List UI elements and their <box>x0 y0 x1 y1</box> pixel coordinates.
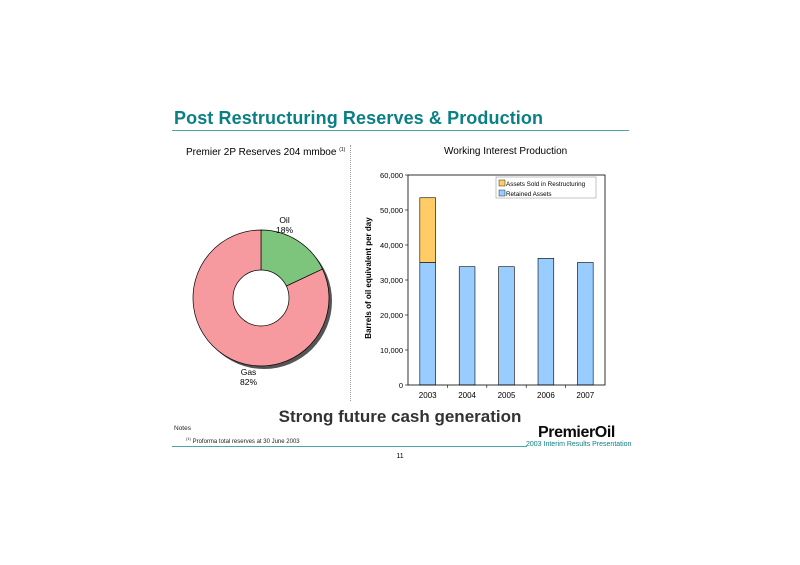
note-1: (1) Proforma total reserves at 30 June 2… <box>186 436 300 445</box>
y-tick-label: 50,000 <box>380 206 403 215</box>
premier-oil-logo: PremierOil <box>538 424 615 441</box>
y-tick-label: 20,000 <box>380 311 403 320</box>
pie-label-oil: Oil 18% <box>276 215 293 235</box>
pie-label-oil-name: Oil <box>279 215 290 225</box>
bar-2004-retained <box>458 266 476 386</box>
legend-swatch-retained <box>498 189 506 197</box>
x-tick-label: 2006 <box>537 391 555 400</box>
x-tick-label: 2004 <box>458 391 476 400</box>
plot-area <box>407 174 606 386</box>
x-tick-label: 2003 <box>419 391 437 400</box>
x-tick-label: 2005 <box>498 391 516 400</box>
bar-2006-retained <box>537 258 555 386</box>
footer-rule <box>172 446 527 447</box>
pie-label-gas-name: Gas <box>240 367 257 377</box>
note-1-marker: (1) <box>186 436 191 441</box>
y-axis-label: Barrels of oil equivalent per day <box>364 217 373 339</box>
bar-2003-sold <box>419 197 436 263</box>
note-1-text: Proforma total reserves at 30 June 2003 <box>192 439 300 445</box>
pie-label-gas: Gas 82% <box>240 367 257 387</box>
legend-box <box>495 176 597 199</box>
pie-label-oil-pct: 18% <box>276 225 294 235</box>
pie-label-gas-pct: 82% <box>240 377 258 387</box>
legend-label-sold: Assets Sold in Restructuring <box>506 181 586 188</box>
donut-chart <box>192 229 332 369</box>
slide-title: Post Restructuring Reserves & Production <box>174 108 544 128</box>
panel-divider <box>350 145 351 401</box>
chart-legend: Assets Sold in Restructuring Retained As… <box>495 176 597 199</box>
notes-heading: Notes <box>174 425 191 432</box>
title-rule <box>172 130 629 131</box>
pie-title-note: (1) <box>339 147 346 153</box>
bar-chart-title: Working Interest Production <box>444 146 568 157</box>
pie-title-text: Premier 2P Reserves 204 mmboe <box>186 147 337 158</box>
pie-title: Premier 2P Reserves 204 mmboe (1) <box>186 147 345 158</box>
page-number: 11 <box>396 453 404 460</box>
bar-2007-retained <box>577 262 594 386</box>
bar-chart: Barrels of oil equivalent per day 0 10,00… <box>364 171 606 400</box>
legend-swatch-sold <box>498 179 506 187</box>
y-tick-label: 10,000 <box>380 346 403 355</box>
bar-2005-retained <box>498 266 515 386</box>
y-tick-label: 60,000 <box>380 171 403 180</box>
bar-2003-retained <box>419 262 436 386</box>
donut-hole <box>232 269 290 327</box>
y-tick-label: 0 <box>399 381 403 390</box>
x-tick-label: 2007 <box>576 391 594 400</box>
y-tick-label: 40,000 <box>380 241 403 250</box>
slide-subtitle: Strong future cash generation <box>278 407 522 426</box>
legend-label-retained: Retained Assets <box>506 191 552 198</box>
y-tick-label: 30,000 <box>380 276 403 285</box>
footer-caption: 2003 Interim Results Presentation <box>526 441 632 448</box>
